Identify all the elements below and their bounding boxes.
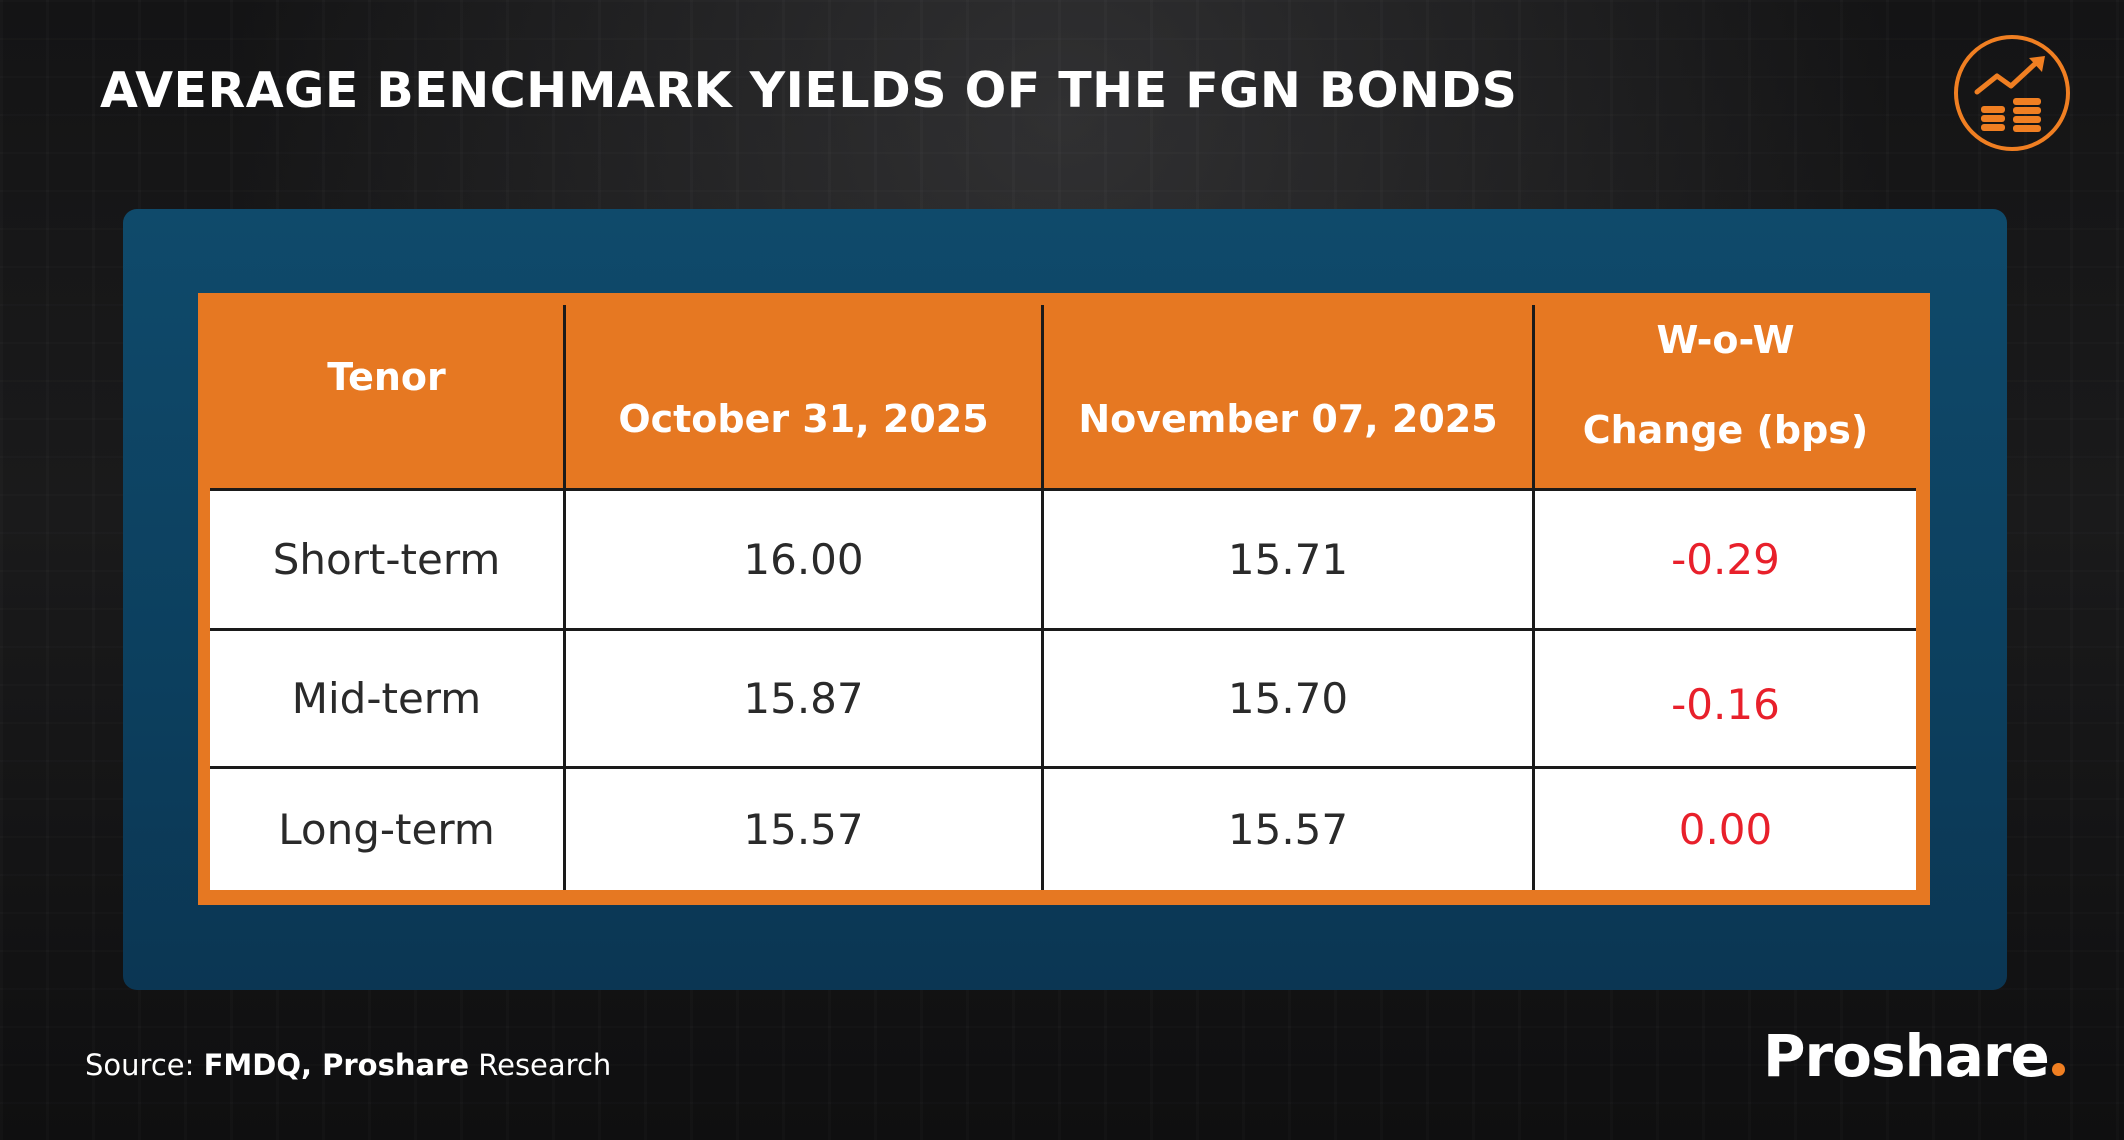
header-tenor: Tenor	[327, 355, 446, 399]
row-divider	[210, 766, 1916, 769]
table-row-3-oct31: 15.57	[743, 805, 864, 854]
column-divider	[1041, 305, 1044, 890]
row-divider	[210, 488, 1916, 491]
source-prefix: Source:	[85, 1048, 204, 1082]
column-divider	[1532, 305, 1535, 890]
table-row-3-nov07: 15.57	[1227, 805, 1349, 854]
table-row-3-tenor: Long-term	[278, 805, 495, 854]
yields-table-body: Tenor October 31, 2025 November 07, 2025…	[210, 305, 1916, 890]
table-row-1-oct31: 16.00	[743, 535, 864, 584]
table-row-2-change: -0.16	[1671, 680, 1780, 729]
header-change-bps: Change (bps)	[1582, 408, 1869, 452]
source-bold: FMDQ, Proshare	[203, 1048, 470, 1082]
coins-growth-arrow-icon	[1954, 35, 2070, 151]
brand-logo: Proshare	[1763, 1022, 2065, 1090]
table-header-row: Tenor October 31, 2025 November 07, 2025…	[210, 305, 1916, 490]
header-wow: W-o-W	[1656, 318, 1795, 362]
yields-table: Tenor October 31, 2025 November 07, 2025…	[198, 293, 1930, 905]
table-row-2-tenor: Mid-term	[291, 674, 482, 723]
table-row-2-oct31: 15.87	[743, 674, 864, 723]
table-row-2-nov07: 15.70	[1227, 674, 1349, 723]
table-row-3-change: 0.00	[1678, 805, 1773, 854]
header-oct31: October 31, 2025	[618, 397, 989, 441]
table-row-1-nov07: 15.71	[1227, 535, 1349, 584]
page-title: AVERAGE BENCHMARK YIELDS OF THE FGN BOND…	[100, 62, 1518, 119]
header-nov07: November 07, 2025	[1078, 397, 1498, 441]
table-row-1-change: -0.29	[1671, 535, 1780, 584]
row-divider	[210, 628, 1916, 631]
source-note: Source: FMDQ, Proshare Research	[85, 1048, 611, 1082]
table-body: Short-term 16.00 15.71 -0.29 Mid-term 15…	[210, 490, 1916, 890]
source-suffix: Research	[469, 1048, 612, 1082]
table-row-1-tenor: Short-term	[272, 535, 501, 584]
column-divider	[563, 305, 566, 890]
brand-name: Proshare	[1763, 1022, 2050, 1090]
brand-dot	[2051, 1063, 2065, 1076]
